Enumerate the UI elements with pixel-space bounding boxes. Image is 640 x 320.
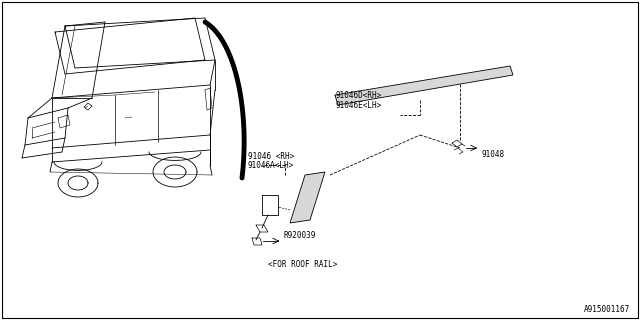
Text: 91046A<LH>: 91046A<LH> <box>248 161 294 170</box>
Text: A915001167: A915001167 <box>584 305 630 314</box>
Text: <FOR ROOF RAIL>: <FOR ROOF RAIL> <box>268 260 337 269</box>
Polygon shape <box>335 66 513 105</box>
Text: 91046E<LH>: 91046E<LH> <box>335 101 381 110</box>
Polygon shape <box>290 172 325 223</box>
Text: R920039: R920039 <box>284 231 316 240</box>
Text: 91046 <RH>: 91046 <RH> <box>248 152 294 161</box>
Text: 91046D<RH>: 91046D<RH> <box>335 91 381 100</box>
Text: 91048: 91048 <box>482 150 505 159</box>
